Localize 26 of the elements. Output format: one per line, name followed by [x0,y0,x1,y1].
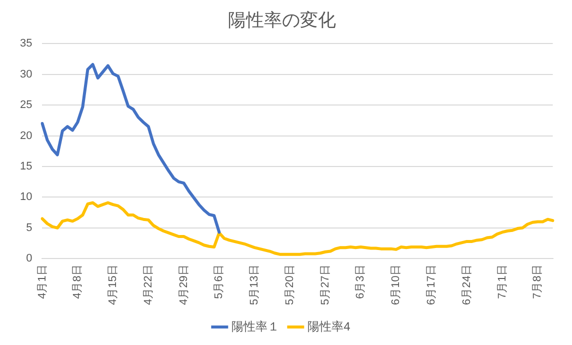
x-tick-label: 5月6日 [213,264,226,299]
x-tick-label: 4月15日 [107,264,120,306]
x-tick-label: 4月22日 [142,264,154,306]
y-tick-label: 15 [20,160,32,173]
x-tick-label: 6月3日 [354,264,367,299]
y-tick-label: 10 [20,191,32,204]
x-tick-label: 4月1日 [36,264,48,299]
x-tick-label: 6月10日 [390,264,402,306]
y-tick-label: 5 [26,222,32,234]
chart-title: 陽性率の変化 [228,10,336,30]
x-tick-label: 5月20日 [284,264,296,306]
y-tick-label: 25 [20,99,32,112]
y-tick-label: 20 [20,130,32,142]
x-tick-label: 7月1日 [496,264,508,299]
legend-label: 陽性率4 [308,319,351,334]
x-tick-label: 6月24日 [460,264,473,306]
x-tick-label: 7月8日 [532,264,544,299]
x-tick-label: 5月13日 [248,264,261,306]
y-tick-label: 30 [20,68,32,80]
x-tick-label: 4月8日 [72,264,84,299]
y-tick-label: 35 [20,38,32,50]
legend-label: 陽性率１ [232,319,280,334]
x-tick-label: 4月29日 [178,264,190,306]
y-tick-label: 0 [26,252,32,265]
x-tick-label: 6月17日 [426,264,438,306]
x-tick-label: 5月27日 [319,264,332,306]
